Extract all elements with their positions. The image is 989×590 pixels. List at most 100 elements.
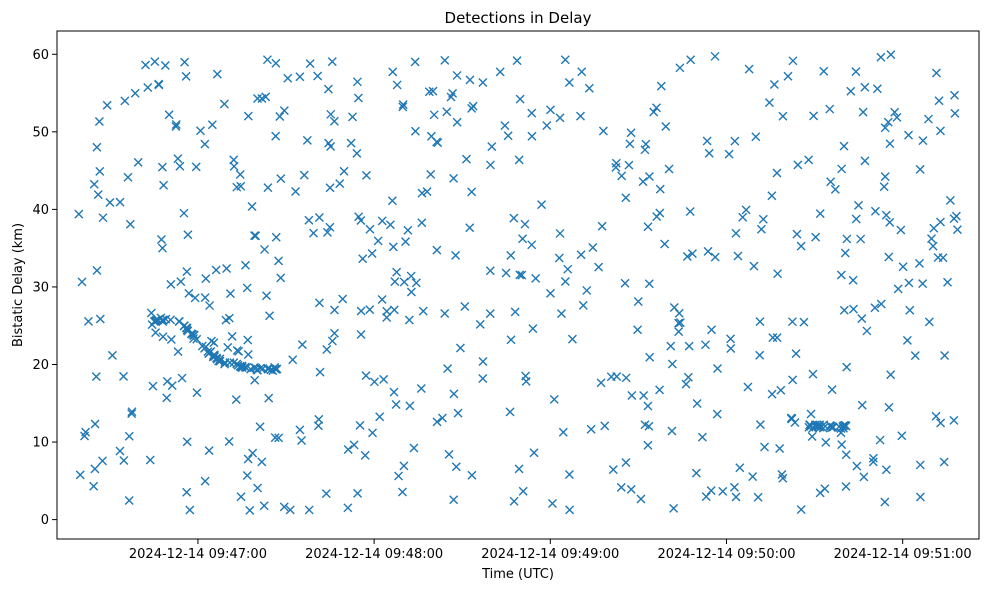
data-point-x-marker xyxy=(102,100,112,110)
data-point-x-marker xyxy=(221,315,231,325)
data-point-x-marker xyxy=(876,299,886,309)
data-point-x-marker xyxy=(914,258,924,268)
data-point-x-marker xyxy=(897,431,907,441)
data-point-x-marker xyxy=(369,377,379,387)
y-tick-label: 40 xyxy=(32,203,49,218)
data-point-x-marker xyxy=(195,126,205,136)
data-point-x-marker xyxy=(181,71,191,81)
y-tick-label: 60 xyxy=(32,48,49,63)
data-point-x-marker xyxy=(204,349,214,359)
y-tick-label: 20 xyxy=(32,358,49,373)
plot-frame xyxy=(56,30,980,540)
data-point-x-marker xyxy=(358,254,368,264)
data-point-x-marker xyxy=(851,214,861,224)
data-point-x-marker xyxy=(790,417,800,427)
data-point-x-marker xyxy=(229,161,239,171)
data-point-x-marker xyxy=(743,382,753,392)
data-point-x-marker xyxy=(485,266,495,276)
data-point-x-marker xyxy=(788,375,798,385)
data-point-x-marker xyxy=(858,107,868,117)
data-point-x-marker xyxy=(212,69,222,79)
data-point-x-marker xyxy=(329,116,339,126)
data-point-x-marker xyxy=(748,472,758,482)
data-point-x-marker xyxy=(255,422,265,432)
data-point-x-marker xyxy=(365,224,375,234)
data-point-x-marker xyxy=(821,437,831,447)
data-point-x-marker xyxy=(509,496,519,506)
data-point-x-marker xyxy=(245,505,255,515)
data-point-x-marker xyxy=(707,325,717,335)
data-point-x-marker xyxy=(223,342,233,352)
data-point-x-marker xyxy=(94,117,104,126)
data-point-x-marker xyxy=(505,407,515,417)
data-point-x-marker xyxy=(166,315,176,325)
data-point-x-marker xyxy=(200,343,209,353)
data-point-x-marker xyxy=(582,285,592,295)
data-point-x-marker xyxy=(305,59,315,69)
data-point-x-marker xyxy=(594,262,604,272)
data-point-x-marker xyxy=(461,154,471,164)
data-point-x-marker xyxy=(346,138,356,148)
data-point-x-marker xyxy=(192,334,202,344)
data-point-x-marker xyxy=(148,381,158,391)
data-point-x-marker xyxy=(640,145,650,155)
x-tick-label: 2024-12-14 09:50:00 xyxy=(657,547,795,562)
data-point-x-marker xyxy=(200,476,210,486)
data-point-x-marker xyxy=(156,234,166,244)
data-point-x-marker xyxy=(884,252,894,262)
data-point-x-marker xyxy=(514,155,524,165)
data-point-x-marker xyxy=(182,267,192,277)
data-point-x-marker xyxy=(417,188,427,198)
data-point-x-marker xyxy=(270,433,280,443)
data-point-x-marker xyxy=(243,350,253,360)
data-point-x-marker xyxy=(432,245,442,255)
y-axis-label: Bistatic Delay (km) xyxy=(11,223,26,347)
data-point-x-marker xyxy=(314,298,324,308)
data-point-x-marker xyxy=(242,470,252,480)
data-point-x-marker xyxy=(392,267,402,277)
data-point-x-marker xyxy=(268,366,278,376)
data-point-x-marker xyxy=(361,170,371,180)
data-point-x-marker xyxy=(234,346,244,356)
data-point-x-marker xyxy=(406,287,416,297)
data-point-x-marker xyxy=(207,120,217,130)
data-point-x-marker xyxy=(621,373,631,383)
data-point-x-marker xyxy=(767,191,777,201)
x-tick-label: 2024-12-14 09:47:00 xyxy=(129,547,267,562)
data-point-x-marker xyxy=(787,317,797,327)
data-point-x-marker xyxy=(674,318,684,328)
data-point-x-marker xyxy=(115,446,125,456)
data-point-x-marker xyxy=(201,274,211,284)
data-point-x-marker xyxy=(681,379,691,389)
data-point-x-marker xyxy=(335,179,345,189)
data-point-x-marker xyxy=(938,253,948,263)
data-point-x-marker xyxy=(749,261,759,271)
data-point-x-marker xyxy=(322,344,332,354)
data-point-x-marker xyxy=(758,214,768,224)
data-point-x-marker xyxy=(918,279,928,289)
y-tick-label: 30 xyxy=(32,280,49,295)
data-point-x-marker xyxy=(772,168,782,178)
data-point-x-marker xyxy=(927,234,936,244)
data-point-x-marker xyxy=(449,495,459,505)
y-tick-label: 10 xyxy=(32,436,49,451)
y-tick-label: 0 xyxy=(41,513,49,528)
data-point-x-marker xyxy=(520,219,530,229)
data-point-x-marker xyxy=(738,212,748,222)
data-point-x-marker xyxy=(236,492,246,502)
data-point-x-marker xyxy=(644,172,654,182)
data-point-x-marker xyxy=(515,94,525,104)
data-point-x-marker xyxy=(250,231,259,241)
data-point-x-marker xyxy=(398,487,407,497)
data-point-x-marker xyxy=(388,67,398,77)
data-point-x-marker xyxy=(353,93,363,103)
data-point-x-marker xyxy=(537,200,547,210)
data-point-x-marker xyxy=(936,418,946,428)
data-point-x-marker xyxy=(160,60,170,70)
data-point-x-marker xyxy=(247,201,257,211)
data-point-x-marker xyxy=(885,217,895,227)
data-point-x-marker xyxy=(125,219,135,229)
data-point-x-marker xyxy=(444,449,454,459)
data-point-x-marker xyxy=(514,464,524,474)
data-point-x-marker xyxy=(597,221,607,231)
